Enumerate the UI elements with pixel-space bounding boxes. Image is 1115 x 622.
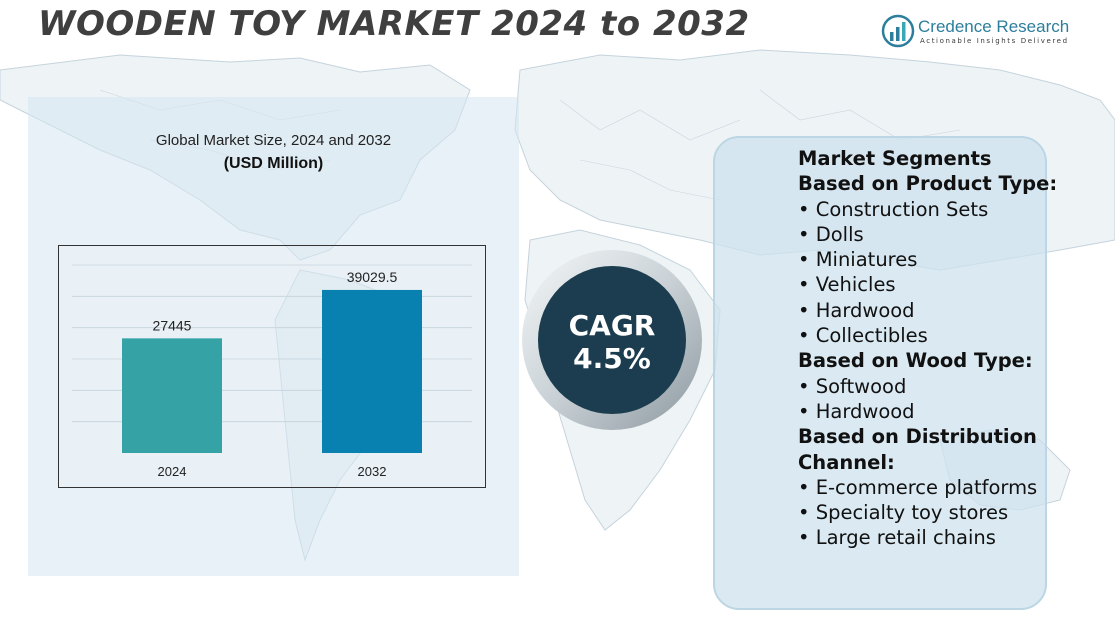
segment-item: • Miniatures	[798, 248, 918, 272]
cagr-value: 4.5%	[573, 342, 651, 375]
bar-chart-logo-icon	[881, 14, 915, 48]
segment-item: • Collectibles	[798, 324, 928, 348]
x-tick-label-2024: 2024	[158, 464, 187, 479]
brand-tagline: Actionable Insights Delivered	[920, 37, 1069, 45]
brand-name: Credence Research	[918, 17, 1070, 36]
segment-group-title: Based on Product Type:	[798, 172, 1058, 196]
bar-2024	[122, 338, 222, 453]
segment-item: • Large retail chains	[798, 526, 996, 550]
cagr-badge: CAGR 4.5%	[522, 250, 702, 430]
segment-item: • Dolls	[798, 222, 864, 246]
segment-item: • Specialty toy stores	[798, 501, 1009, 525]
segment-item: • Hardwood	[798, 298, 915, 322]
segment-item: • Construction Sets	[798, 197, 989, 221]
bar-chart: 27445 2024 39029.5 2032	[72, 264, 472, 479]
page-title: WOODEN TOY MARKET 2024 to 2032	[38, 4, 750, 44]
chart-title: Global Market Size, 2024 and 2032	[155, 132, 392, 149]
market-size-panel	[28, 97, 519, 576]
segment-group-title: Based on Distribution Channel:	[798, 425, 1037, 474]
segment-item: • E-commerce platforms	[798, 475, 1038, 499]
x-tick-label-2032: 2032	[358, 464, 387, 479]
segments-panel	[713, 136, 1047, 610]
segment-item: • Hardwood	[798, 399, 915, 423]
cagr-label: CAGR	[569, 309, 656, 342]
segment-item: • Vehicles	[798, 273, 896, 297]
data-label-2024: 27445	[153, 317, 192, 333]
segment-item: • Softwood	[798, 374, 907, 398]
cagr-circle	[538, 266, 686, 414]
segments-list: Market Segments Based on Product Type: • C…	[798, 146, 1088, 551]
brand-logo: Credence Research Actionable Insights De…	[881, 14, 1081, 48]
chart-unit: (USD Million)	[223, 155, 324, 172]
bar-2032	[322, 289, 422, 453]
segments-heading: Market Segments	[798, 147, 992, 170]
data-label-2032: 39029.5	[347, 269, 398, 285]
segment-group-title: Based on Wood Type:	[798, 349, 1033, 373]
